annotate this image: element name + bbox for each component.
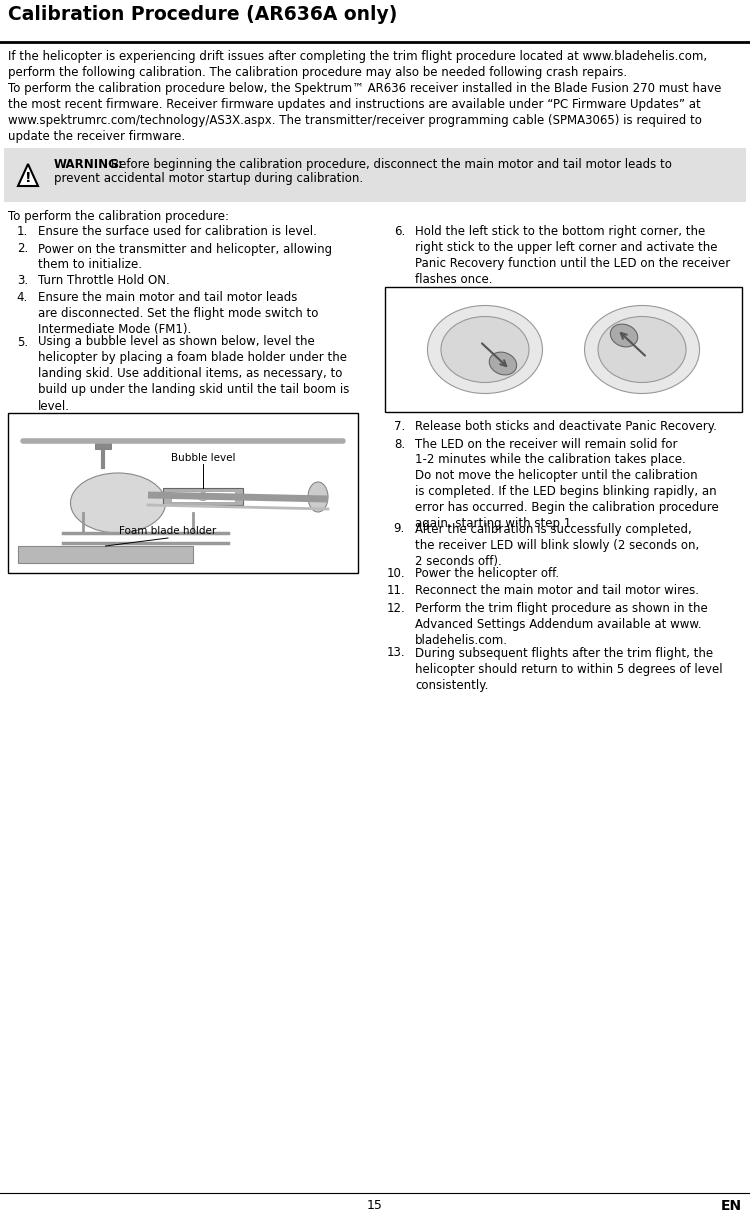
Text: Bubble level: Bubble level — [171, 453, 236, 463]
Ellipse shape — [598, 317, 686, 382]
Text: Reconnect the main motor and tail motor wires.: Reconnect the main motor and tail motor … — [415, 584, 699, 598]
Text: Foam blade holder: Foam blade holder — [119, 526, 217, 536]
Text: To perform the calibration procedure below, the Spektrum™ AR636 receiver install: To perform the calibration procedure bel… — [8, 82, 722, 143]
Text: 10.: 10. — [386, 567, 405, 580]
Bar — [95, 440, 111, 449]
Bar — [4, 148, 746, 202]
Text: prevent accidental motor startup during calibration.: prevent accidental motor startup during … — [54, 172, 363, 185]
Text: Power on the transmitter and helicopter, allowing
them to initialize.: Power on the transmitter and helicopter,… — [38, 242, 332, 271]
Text: 4.: 4. — [16, 290, 28, 304]
Text: Ensure the main motor and tail motor leads
are disconnected. Set the flight mode: Ensure the main motor and tail motor lea… — [38, 290, 318, 336]
Bar — [163, 488, 243, 505]
Text: Before beginning the calibration procedure, disconnect the main motor and tail m: Before beginning the calibration procedu… — [111, 159, 672, 171]
Text: To perform the calibration procedure:: To perform the calibration procedure: — [8, 211, 229, 223]
Bar — [385, 287, 742, 411]
Text: Calibration Procedure (AR636A only): Calibration Procedure (AR636A only) — [8, 5, 398, 24]
Text: The LED on the receiver will remain solid for
1-2 minutes while the calibration : The LED on the receiver will remain soli… — [415, 438, 718, 530]
Text: !: ! — [25, 171, 32, 185]
Text: Hold the left stick to the bottom right corner, the
right stick to the upper lef: Hold the left stick to the bottom right … — [415, 225, 730, 286]
Ellipse shape — [584, 305, 700, 393]
Text: 3.: 3. — [16, 273, 28, 287]
Text: Power the helicopter off.: Power the helicopter off. — [415, 567, 559, 580]
Bar — [171, 491, 235, 502]
Ellipse shape — [70, 473, 166, 532]
Text: Ensure the surface used for calibration is level.: Ensure the surface used for calibration … — [38, 225, 316, 238]
Text: 5.: 5. — [16, 335, 28, 348]
Text: 1.: 1. — [16, 225, 28, 238]
Text: 2.: 2. — [16, 242, 28, 255]
Text: 9.: 9. — [394, 523, 405, 536]
Ellipse shape — [489, 352, 517, 375]
Ellipse shape — [441, 317, 529, 382]
Text: 8.: 8. — [394, 438, 405, 450]
Bar — [18, 546, 193, 563]
Text: 15: 15 — [367, 1199, 383, 1210]
Text: 12.: 12. — [386, 603, 405, 615]
Text: EN: EN — [721, 1199, 742, 1210]
Text: After the calibration is successfully completed,
the receiver LED will blink slo: After the calibration is successfully co… — [415, 523, 699, 567]
Text: 6.: 6. — [394, 225, 405, 238]
Text: WARNING:: WARNING: — [54, 159, 124, 171]
Text: Using a bubble level as shown below, level the
helicopter by placing a foam blad: Using a bubble level as shown below, lev… — [38, 335, 350, 413]
Text: If the helicopter is experiencing drift issues after completing the trim flight : If the helicopter is experiencing drift … — [8, 50, 707, 79]
Ellipse shape — [198, 492, 208, 501]
Bar — [8, 413, 358, 574]
Text: Turn Throttle Hold ON.: Turn Throttle Hold ON. — [38, 273, 170, 287]
Ellipse shape — [610, 324, 638, 347]
Text: Release both sticks and deactivate Panic Recovery.: Release both sticks and deactivate Panic… — [415, 420, 717, 433]
Text: Perform the trim flight procedure as shown in the
Advanced Settings Addendum ava: Perform the trim flight procedure as sho… — [415, 603, 708, 647]
Text: 11.: 11. — [386, 584, 405, 598]
Text: 7.: 7. — [394, 420, 405, 433]
Ellipse shape — [427, 305, 542, 393]
Text: During subsequent flights after the trim flight, the
helicopter should return to: During subsequent flights after the trim… — [415, 646, 723, 691]
Text: 13.: 13. — [386, 646, 405, 659]
Ellipse shape — [308, 482, 328, 512]
Polygon shape — [18, 165, 38, 186]
